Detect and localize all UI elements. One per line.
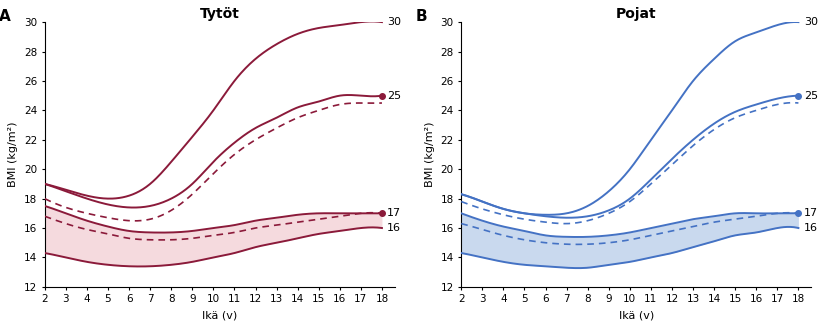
Text: 25: 25 [804, 91, 818, 101]
X-axis label: Ikä (v): Ikä (v) [619, 310, 654, 320]
Title: Tytöt: Tytöt [200, 7, 240, 21]
Text: 25: 25 [387, 91, 401, 101]
Y-axis label: BMI (kg/m²): BMI (kg/m²) [8, 122, 18, 187]
Text: 17: 17 [387, 208, 401, 218]
Text: 17: 17 [804, 208, 818, 218]
Y-axis label: BMI (kg/m²): BMI (kg/m²) [425, 122, 434, 187]
Text: A: A [0, 9, 11, 24]
Text: 30: 30 [387, 17, 401, 27]
Title: Pojat: Pojat [616, 7, 657, 21]
X-axis label: Ikä (v): Ikä (v) [202, 310, 237, 320]
Text: 16: 16 [804, 223, 818, 233]
Text: 30: 30 [804, 17, 818, 27]
Text: 16: 16 [387, 223, 401, 233]
Text: B: B [415, 9, 427, 24]
